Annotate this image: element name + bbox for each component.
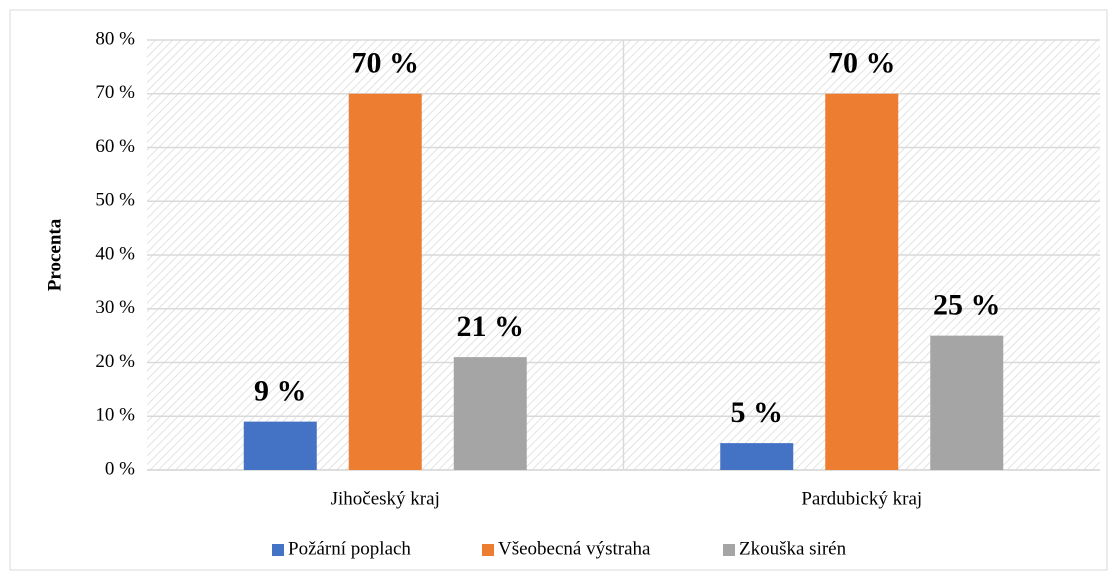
y-tick-label: 70 % xyxy=(95,82,135,103)
bar xyxy=(348,93,422,470)
value-label: 25 % xyxy=(933,289,1001,322)
y-tick-label: 40 % xyxy=(95,243,135,264)
bar xyxy=(930,335,1004,470)
legend-label: Zkouška sirén xyxy=(739,538,847,559)
value-label: 21 % xyxy=(457,310,525,343)
y-tick-label: 50 % xyxy=(95,190,135,211)
y-tick-label: 20 % xyxy=(95,351,135,372)
value-label: 9 % xyxy=(254,375,307,408)
legend-swatch xyxy=(482,544,494,556)
bar xyxy=(243,421,317,470)
legend-swatch xyxy=(272,544,284,556)
bar xyxy=(720,443,794,470)
y-tick-label: 30 % xyxy=(95,297,135,318)
value-label: 70 % xyxy=(352,47,420,80)
y-tick-label: 60 % xyxy=(95,136,135,157)
value-label: 5 % xyxy=(731,396,784,429)
x-tick-label: Pardubický kraj xyxy=(801,488,922,509)
bar xyxy=(825,93,899,470)
y-axis-label: Procenta xyxy=(44,218,65,291)
legend-label: Požární poplach xyxy=(288,538,411,559)
value-label: 70 % xyxy=(828,47,896,80)
bar xyxy=(453,357,527,470)
x-tick-label: Jihočeský kraj xyxy=(331,488,440,509)
y-tick-label: 10 % xyxy=(95,405,135,426)
y-tick-label: 0 % xyxy=(105,458,135,479)
legend-label: Všeobecná výstraha xyxy=(498,538,651,559)
y-tick-label: 80 % xyxy=(95,28,135,49)
legend-swatch xyxy=(723,544,735,556)
